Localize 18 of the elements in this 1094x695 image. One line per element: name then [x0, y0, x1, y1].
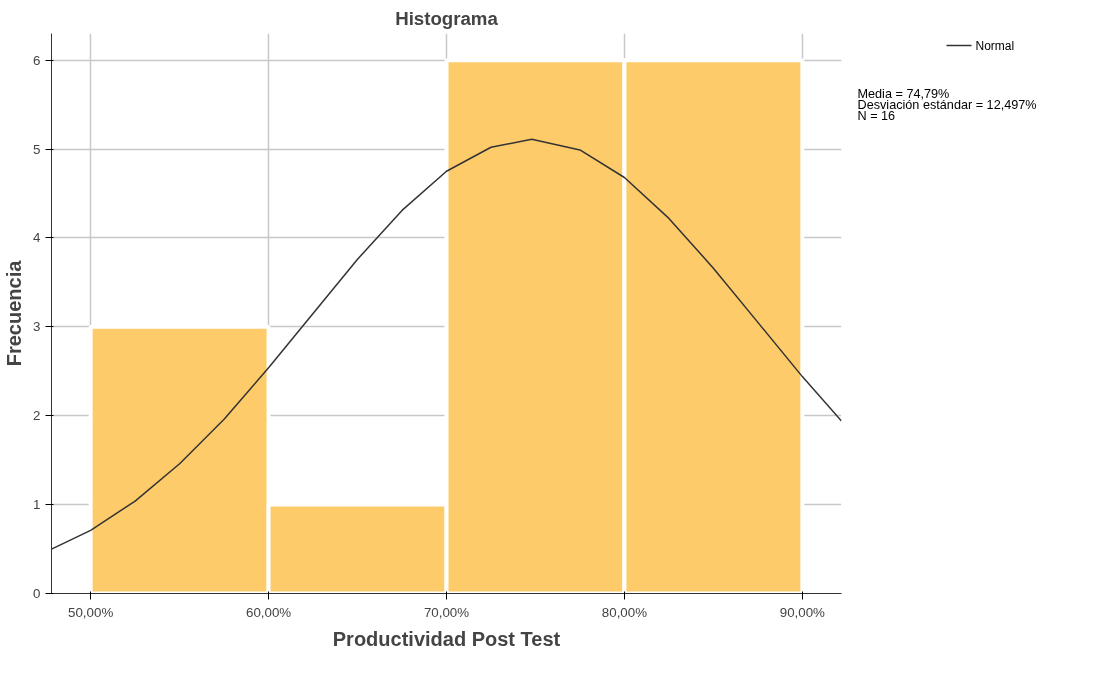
- x-tick-label: 90,00%: [779, 604, 826, 620]
- y-tick-label: 0: [33, 586, 41, 601]
- y-tick-label: 3: [33, 319, 41, 335]
- x-tick-label: 60,00%: [245, 604, 292, 620]
- x-axis-title: Productividad Post Test: [332, 627, 561, 650]
- text: Media = 74,79%: [857, 86, 950, 101]
- y-tick-label: 2: [33, 408, 41, 424]
- y-tick-label: 5: [33, 141, 41, 157]
- x-tick-label: 80,00%: [601, 604, 648, 620]
- x-tick-label: 50,00%: [68, 604, 114, 620]
- y-tick-label: 1: [33, 497, 41, 513]
- legend-label: Normal: [975, 38, 1015, 53]
- y-axis-title: Frecuencia: [3, 259, 26, 367]
- y-tick-label: 6: [33, 52, 41, 68]
- text: N = 16: [857, 109, 896, 124]
- chart-title: Histograma: [395, 7, 499, 29]
- x-tick-label: 70,00%: [423, 604, 470, 620]
- y-tick-label: 4: [33, 230, 42, 246]
